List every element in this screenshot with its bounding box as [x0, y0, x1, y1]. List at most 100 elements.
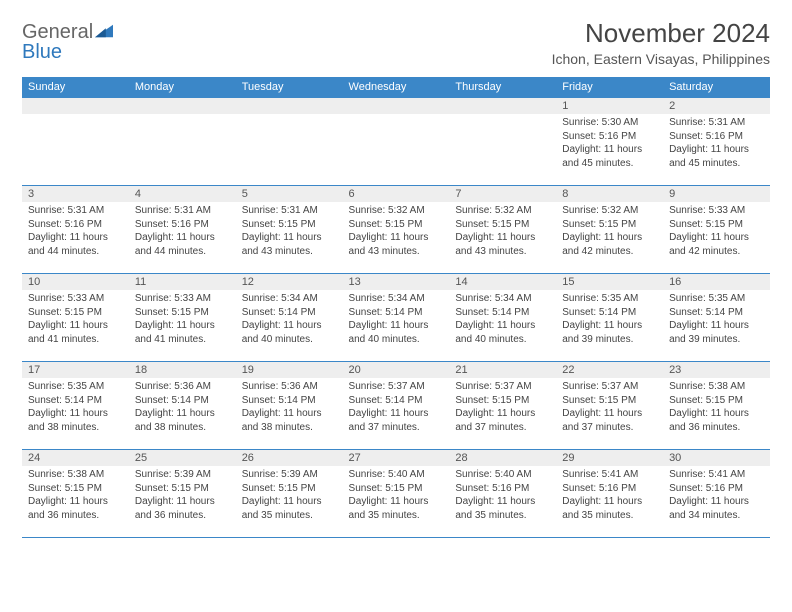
calendar-table: Sunday Monday Tuesday Wednesday Thursday…: [22, 77, 770, 538]
day-line: Sunrise: 5:39 AM: [242, 468, 337, 482]
day-cell: 6Sunrise: 5:32 AMSunset: 5:15 PMDaylight…: [343, 186, 450, 274]
day-cell: [449, 98, 556, 186]
day-line: Sunset: 5:16 PM: [562, 130, 657, 144]
day-number: 7: [449, 186, 556, 202]
day-number: 14: [449, 274, 556, 290]
day-content: [449, 114, 556, 174]
day-number: 20: [343, 362, 450, 378]
day-number: 10: [22, 274, 129, 290]
day-line: Sunrise: 5:33 AM: [669, 204, 764, 218]
day-content: Sunrise: 5:31 AMSunset: 5:16 PMDaylight:…: [22, 202, 129, 262]
day-line: Daylight: 11 hours and 45 minutes.: [669, 143, 764, 170]
day-content: Sunrise: 5:34 AMSunset: 5:14 PMDaylight:…: [343, 290, 450, 350]
day-number: 6: [343, 186, 450, 202]
day-line: Sunrise: 5:38 AM: [28, 468, 123, 482]
day-content: Sunrise: 5:31 AMSunset: 5:16 PMDaylight:…: [663, 114, 770, 174]
day-content: Sunrise: 5:38 AMSunset: 5:15 PMDaylight:…: [22, 466, 129, 526]
day-line: Sunrise: 5:41 AM: [562, 468, 657, 482]
day-line: Sunset: 5:16 PM: [669, 130, 764, 144]
day-line: Daylight: 11 hours and 43 minutes.: [349, 231, 444, 258]
day-number: 28: [449, 450, 556, 466]
day-cell: 1Sunrise: 5:30 AMSunset: 5:16 PMDaylight…: [556, 98, 663, 186]
day-line: Sunrise: 5:32 AM: [562, 204, 657, 218]
day-content: Sunrise: 5:36 AMSunset: 5:14 PMDaylight:…: [236, 378, 343, 438]
week-row: 10Sunrise: 5:33 AMSunset: 5:15 PMDayligh…: [22, 274, 770, 362]
day-cell: 12Sunrise: 5:34 AMSunset: 5:14 PMDayligh…: [236, 274, 343, 362]
day-line: Sunset: 5:16 PM: [135, 218, 230, 232]
day-line: Sunrise: 5:37 AM: [562, 380, 657, 394]
day-cell: 26Sunrise: 5:39 AMSunset: 5:15 PMDayligh…: [236, 450, 343, 538]
day-content: Sunrise: 5:30 AMSunset: 5:16 PMDaylight:…: [556, 114, 663, 174]
day-number: [22, 98, 129, 114]
day-number: [343, 98, 450, 114]
day-line: Sunset: 5:16 PM: [562, 482, 657, 496]
week-row: 3Sunrise: 5:31 AMSunset: 5:16 PMDaylight…: [22, 186, 770, 274]
day-line: Sunset: 5:14 PM: [349, 306, 444, 320]
day-cell: 25Sunrise: 5:39 AMSunset: 5:15 PMDayligh…: [129, 450, 236, 538]
weekday-header-row: Sunday Monday Tuesday Wednesday Thursday…: [22, 77, 770, 98]
day-line: Daylight: 11 hours and 43 minutes.: [455, 231, 550, 258]
weekday-header: Sunday: [22, 77, 129, 98]
day-number: 17: [22, 362, 129, 378]
day-cell: 3Sunrise: 5:31 AMSunset: 5:16 PMDaylight…: [22, 186, 129, 274]
month-title: November 2024: [552, 18, 770, 49]
day-cell: 17Sunrise: 5:35 AMSunset: 5:14 PMDayligh…: [22, 362, 129, 450]
day-content: [129, 114, 236, 174]
day-content: Sunrise: 5:37 AMSunset: 5:15 PMDaylight:…: [449, 378, 556, 438]
day-content: Sunrise: 5:35 AMSunset: 5:14 PMDaylight:…: [22, 378, 129, 438]
day-cell: 14Sunrise: 5:34 AMSunset: 5:14 PMDayligh…: [449, 274, 556, 362]
day-cell: 21Sunrise: 5:37 AMSunset: 5:15 PMDayligh…: [449, 362, 556, 450]
day-line: Daylight: 11 hours and 36 minutes.: [135, 495, 230, 522]
day-number: 4: [129, 186, 236, 202]
day-cell: 27Sunrise: 5:40 AMSunset: 5:15 PMDayligh…: [343, 450, 450, 538]
day-line: Sunset: 5:14 PM: [349, 394, 444, 408]
day-line: Daylight: 11 hours and 35 minutes.: [349, 495, 444, 522]
day-line: Daylight: 11 hours and 40 minutes.: [242, 319, 337, 346]
day-line: Daylight: 11 hours and 42 minutes.: [562, 231, 657, 258]
day-cell: 18Sunrise: 5:36 AMSunset: 5:14 PMDayligh…: [129, 362, 236, 450]
day-line: Sunrise: 5:37 AM: [349, 380, 444, 394]
day-number: 5: [236, 186, 343, 202]
day-number: 8: [556, 186, 663, 202]
day-number: 11: [129, 274, 236, 290]
day-line: Sunrise: 5:31 AM: [28, 204, 123, 218]
day-cell: 7Sunrise: 5:32 AMSunset: 5:15 PMDaylight…: [449, 186, 556, 274]
day-line: Sunset: 5:15 PM: [349, 482, 444, 496]
day-number: 21: [449, 362, 556, 378]
day-content: Sunrise: 5:32 AMSunset: 5:15 PMDaylight:…: [556, 202, 663, 262]
day-content: Sunrise: 5:31 AMSunset: 5:16 PMDaylight:…: [129, 202, 236, 262]
day-content: Sunrise: 5:33 AMSunset: 5:15 PMDaylight:…: [663, 202, 770, 262]
day-line: Daylight: 11 hours and 40 minutes.: [349, 319, 444, 346]
day-number: 23: [663, 362, 770, 378]
day-number: 3: [22, 186, 129, 202]
day-number: [449, 98, 556, 114]
day-line: Sunrise: 5:35 AM: [669, 292, 764, 306]
day-line: Sunset: 5:15 PM: [135, 482, 230, 496]
day-line: Daylight: 11 hours and 35 minutes.: [562, 495, 657, 522]
day-number: 9: [663, 186, 770, 202]
day-line: Sunrise: 5:30 AM: [562, 116, 657, 130]
day-cell: 15Sunrise: 5:35 AMSunset: 5:14 PMDayligh…: [556, 274, 663, 362]
weekday-header: Thursday: [449, 77, 556, 98]
logo-text-gray: General: [22, 21, 93, 43]
day-content: Sunrise: 5:36 AMSunset: 5:14 PMDaylight:…: [129, 378, 236, 438]
day-line: Sunrise: 5:34 AM: [455, 292, 550, 306]
week-row: 24Sunrise: 5:38 AMSunset: 5:15 PMDayligh…: [22, 450, 770, 538]
day-line: Daylight: 11 hours and 41 minutes.: [135, 319, 230, 346]
day-content: [343, 114, 450, 174]
weekday-header: Tuesday: [236, 77, 343, 98]
day-cell: 20Sunrise: 5:37 AMSunset: 5:14 PMDayligh…: [343, 362, 450, 450]
day-content: Sunrise: 5:37 AMSunset: 5:14 PMDaylight:…: [343, 378, 450, 438]
day-content: Sunrise: 5:41 AMSunset: 5:16 PMDaylight:…: [663, 466, 770, 526]
day-number: 27: [343, 450, 450, 466]
day-line: Sunset: 5:15 PM: [669, 394, 764, 408]
day-line: Daylight: 11 hours and 43 minutes.: [242, 231, 337, 258]
day-number: 24: [22, 450, 129, 466]
day-line: Sunrise: 5:37 AM: [455, 380, 550, 394]
day-content: Sunrise: 5:34 AMSunset: 5:14 PMDaylight:…: [449, 290, 556, 350]
day-line: Daylight: 11 hours and 42 minutes.: [669, 231, 764, 258]
day-content: Sunrise: 5:39 AMSunset: 5:15 PMDaylight:…: [236, 466, 343, 526]
day-line: Daylight: 11 hours and 38 minutes.: [28, 407, 123, 434]
day-line: Sunrise: 5:31 AM: [669, 116, 764, 130]
day-line: Sunrise: 5:34 AM: [242, 292, 337, 306]
